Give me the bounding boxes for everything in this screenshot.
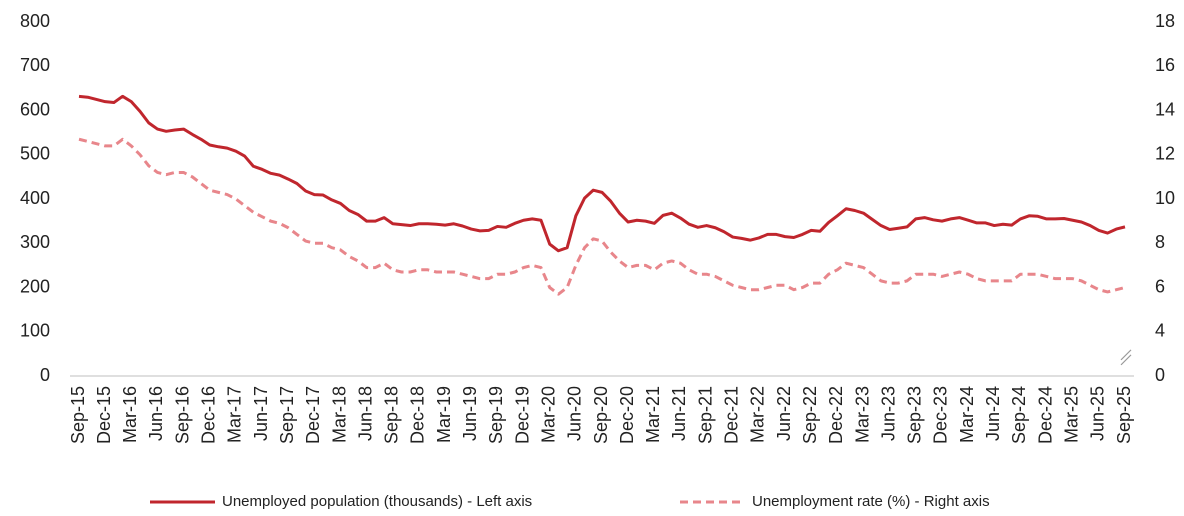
x-tick-label: Dec-15	[94, 386, 114, 444]
x-tick-label: Sep-17	[277, 386, 297, 444]
x-tick-label: Sep-24	[1009, 386, 1029, 444]
legend-label: Unemployed population (thousands) - Left…	[222, 493, 532, 510]
x-tick-label: Mar-23	[852, 386, 872, 443]
x-tick-label: Mar-19	[434, 386, 454, 443]
x-tick-label: Jun-24	[983, 386, 1003, 441]
series-line	[78, 94, 1126, 253]
y-tick-label: 0	[40, 365, 50, 385]
y-tick-label: 100	[20, 321, 50, 341]
x-tick-label: Dec-19	[512, 386, 532, 444]
y2-tick-label: 6	[1155, 276, 1165, 296]
x-tick-label: Dec-20	[617, 386, 637, 444]
x-tick-label: Sep-20	[591, 386, 611, 444]
y-tick-label: 800	[20, 11, 50, 31]
y2-tick-label: 14	[1155, 99, 1175, 119]
y-tick-label: 500	[20, 144, 50, 164]
x-tick-label: Jun-18	[355, 386, 375, 441]
x-tick-label: Jun-25	[1088, 386, 1108, 441]
x-tick-label: Dec-17	[303, 386, 323, 444]
legend-label: Unemployment rate (%) - Right axis	[752, 493, 990, 510]
y-tick-label: 400	[20, 188, 50, 208]
x-tick-label: Dec-16	[199, 386, 219, 444]
axis-break	[1120, 349, 1132, 361]
x-tick-label: Sep-19	[486, 386, 506, 444]
x-tick-label: Mar-16	[120, 386, 140, 443]
x-tick-label: Dec-21	[722, 386, 742, 444]
y2-tick-label: 0	[1155, 365, 1165, 385]
y-tick-label: 200	[20, 276, 50, 296]
y2-tick-label: 10	[1155, 188, 1175, 208]
x-tick-label: Mar-20	[538, 386, 558, 443]
x-tick-label: Dec-22	[826, 386, 846, 444]
x-tick-label: Jun-20	[565, 386, 585, 441]
x-tick-label: Mar-21	[643, 386, 663, 443]
x-tick-label: Sep-18	[382, 386, 402, 444]
x-tick-label: Jun-21	[669, 386, 689, 441]
y2-tick-label: 18	[1155, 11, 1175, 31]
x-tick-label: Jun-23	[878, 386, 898, 441]
y-tick-label: 700	[20, 55, 50, 75]
x-tick-label: Dec-23	[931, 386, 951, 444]
x-tick-label: Mar-17	[225, 386, 245, 443]
x-tick-label: Dec-24	[1035, 386, 1055, 444]
x-tick-label: Jun-19	[460, 386, 480, 441]
y-tick-label: 300	[20, 232, 50, 252]
x-tick-label: Sep-23	[905, 386, 925, 444]
series-line	[78, 137, 1126, 296]
y-tick-label: 600	[20, 99, 50, 119]
x-tick-label: Sep-25	[1114, 386, 1134, 444]
x-tick-label: Mar-18	[329, 386, 349, 443]
x-tick-label: Jun-17	[251, 386, 271, 441]
x-tick-label: Jun-16	[146, 386, 166, 441]
y2-tick-label: 8	[1155, 232, 1165, 252]
y2-tick-label: 16	[1155, 55, 1175, 75]
axis-break	[1120, 354, 1132, 366]
x-tick-label: Sep-21	[695, 386, 715, 444]
x-tick-label: Mar-25	[1061, 386, 1081, 443]
y2-tick-label: 12	[1155, 144, 1175, 164]
x-tick-label: Mar-22	[748, 386, 768, 443]
x-tick-label: Dec-18	[408, 386, 428, 444]
x-tick-label: Sep-15	[68, 386, 88, 444]
x-tick-label: Mar-24	[957, 386, 977, 443]
y2-tick-label: 4	[1155, 321, 1165, 341]
x-tick-label: Sep-22	[800, 386, 820, 444]
x-tick-label: Sep-16	[172, 386, 192, 444]
x-tick-label: Jun-22	[774, 386, 794, 441]
